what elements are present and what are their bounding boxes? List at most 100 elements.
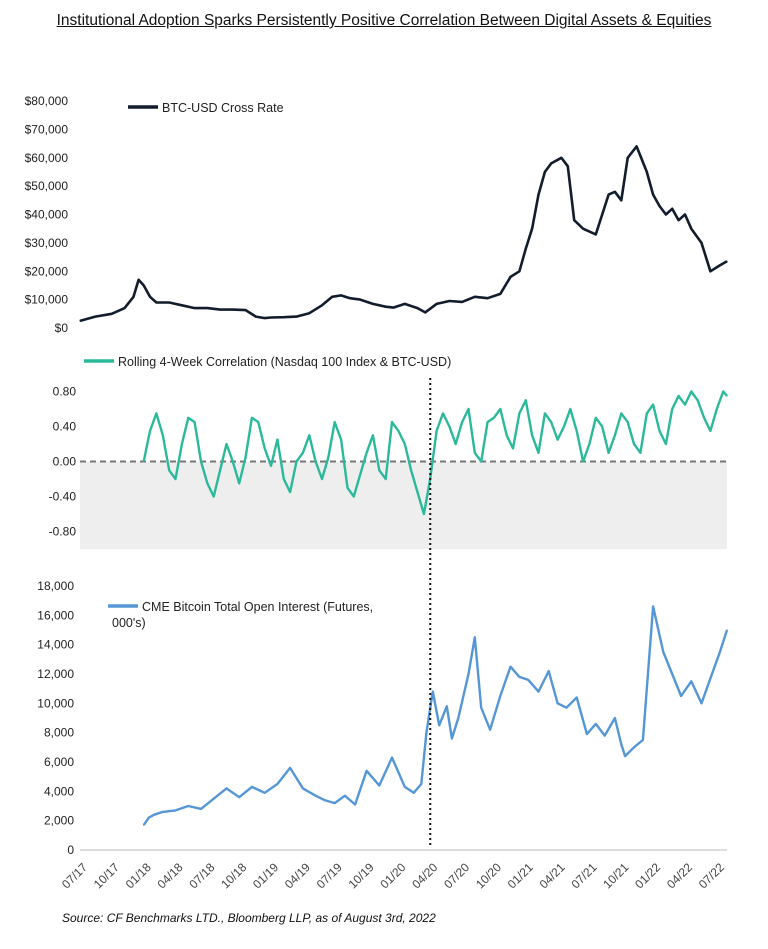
data-point xyxy=(270,316,272,319)
x-tick-label: 10/17 xyxy=(91,860,122,891)
data-point xyxy=(264,792,266,794)
data-point xyxy=(446,705,448,707)
data-point xyxy=(506,434,508,436)
data-point xyxy=(251,786,253,788)
data-point xyxy=(174,478,177,480)
data-point xyxy=(726,260,728,262)
data-point xyxy=(582,460,584,463)
data-point xyxy=(315,795,317,797)
data-point xyxy=(245,309,247,311)
data-point xyxy=(378,469,380,471)
x-tick-label: 10/18 xyxy=(218,860,249,891)
data-point xyxy=(671,208,673,210)
data-point xyxy=(499,293,501,295)
data-point xyxy=(451,737,453,740)
data-point xyxy=(232,309,234,311)
data-point xyxy=(461,301,463,303)
data-point xyxy=(124,307,126,309)
data-point xyxy=(276,439,278,441)
y-tick-label: 12,000 xyxy=(37,667,74,681)
data-point xyxy=(302,787,304,790)
data-point xyxy=(149,430,151,432)
data-point xyxy=(448,300,450,302)
data-point xyxy=(334,802,336,804)
data-point xyxy=(703,417,705,419)
source-note: Source: CF Benchmarks LTD., Bloomberg LL… xyxy=(62,911,436,925)
data-point xyxy=(353,495,355,498)
data-point xyxy=(321,478,323,480)
data-point xyxy=(525,248,527,250)
data-point xyxy=(658,205,661,207)
data-point xyxy=(487,421,489,423)
chart-panel-2: -0.80 -0.40 0.00 0.40 0.80 Rolling 4-Week Cor… xyxy=(49,355,728,549)
data-point xyxy=(245,456,247,458)
data-point xyxy=(283,478,285,480)
data-point xyxy=(143,460,145,463)
data-point xyxy=(334,421,336,423)
data-point xyxy=(576,696,578,699)
data-point xyxy=(563,425,565,428)
legend-label: CME Bitcoin Total Open Interest (Futures… xyxy=(142,600,373,614)
data-point xyxy=(168,469,170,471)
x-tick-label: 01/22 xyxy=(632,860,663,891)
data-point xyxy=(544,171,546,173)
y-tick-label: -0.40 xyxy=(49,490,77,504)
data-point xyxy=(410,469,412,471)
data-point xyxy=(187,805,189,807)
data-point xyxy=(550,421,552,423)
data-point xyxy=(678,219,680,221)
data-point xyxy=(467,673,470,675)
y-tick-label: $60,000 xyxy=(25,151,69,165)
data-point xyxy=(321,304,323,306)
data-point xyxy=(684,213,686,216)
data-point xyxy=(601,425,603,428)
data-point xyxy=(424,311,426,313)
data-point xyxy=(652,605,654,608)
data-point xyxy=(366,452,368,454)
data-point xyxy=(283,316,285,318)
data-point xyxy=(155,301,157,304)
data-point xyxy=(206,307,208,309)
x-tick-label: 10/20 xyxy=(473,860,504,891)
data-point xyxy=(349,297,351,299)
data-point xyxy=(614,191,616,193)
data-point xyxy=(372,303,374,305)
data-point xyxy=(391,757,393,759)
data-point xyxy=(709,677,712,680)
data-point xyxy=(499,695,501,697)
data-point xyxy=(608,194,610,196)
data-point xyxy=(391,421,393,423)
data-point xyxy=(595,233,597,235)
data-point xyxy=(143,284,145,286)
negative-region-shade xyxy=(80,461,727,549)
data-point xyxy=(168,301,170,304)
data-point xyxy=(340,294,342,296)
data-point xyxy=(308,312,310,314)
x-tick-label: 01/20 xyxy=(377,860,408,891)
data-point xyxy=(438,724,440,726)
x-tick-label: 01/18 xyxy=(123,860,154,891)
data-point xyxy=(194,421,196,423)
data-point xyxy=(493,417,495,419)
y-tick-label: $20,000 xyxy=(25,264,69,278)
data-point xyxy=(162,811,164,813)
data-point xyxy=(174,809,177,812)
data-point xyxy=(709,270,712,272)
y-tick-label: $50,000 xyxy=(25,179,69,193)
x-tick-label: 07/19 xyxy=(314,860,345,891)
data-point xyxy=(153,814,155,816)
legend-label: Rolling 4-Week Correlation (Nasdaq 100 I… xyxy=(118,355,451,369)
data-point xyxy=(537,452,540,454)
data-point xyxy=(690,228,692,230)
data-point xyxy=(690,390,692,393)
data-point xyxy=(608,452,610,454)
data-point xyxy=(697,399,699,401)
data-point xyxy=(327,456,329,458)
data-point xyxy=(308,434,310,436)
data-point xyxy=(480,707,482,709)
y-tick-label: 10,000 xyxy=(37,696,74,710)
data-point xyxy=(457,717,459,719)
x-tick-label: 01/21 xyxy=(505,860,536,891)
y-tick-label: 4,000 xyxy=(44,784,74,798)
data-point xyxy=(94,316,96,318)
